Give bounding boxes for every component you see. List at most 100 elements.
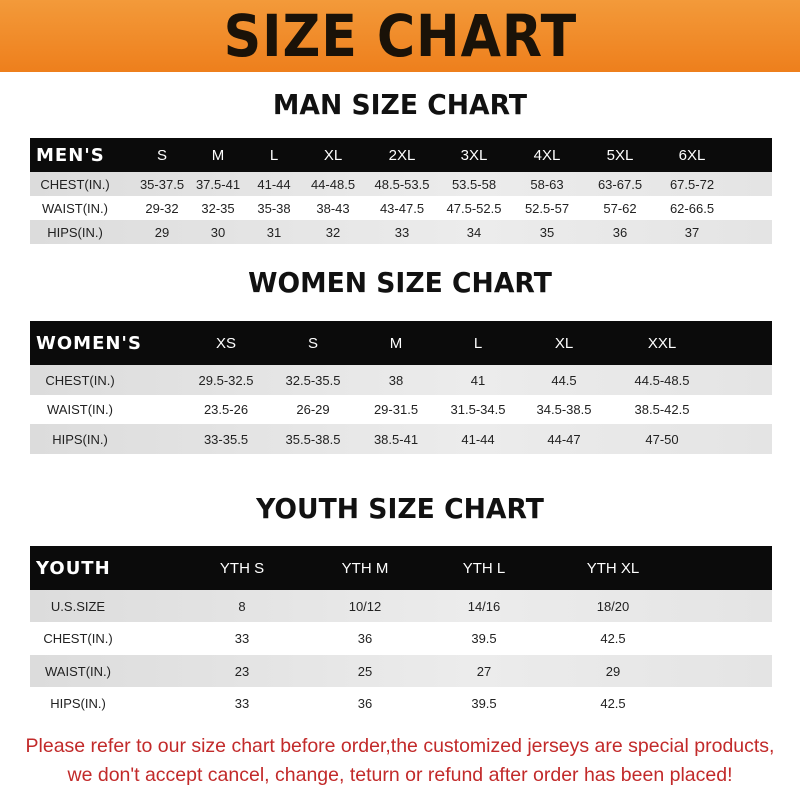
size-header: L	[269, 146, 279, 164]
table-cell: 41-44	[257, 176, 291, 192]
table-cell: 29	[605, 663, 621, 679]
table-cell: 35	[539, 224, 555, 240]
youth-size-table: YOUTH YTH S YTH M YTH L YTH XL U.S.SIZE 8 10/12…	[30, 546, 772, 719]
table-cell: 29	[154, 224, 170, 240]
table-cell: 29-32	[145, 200, 179, 216]
table-row: CHEST(IN.) 35-37.5 37.5-41 41-44 44-48.5 48.5…	[30, 172, 772, 196]
table-header-row: WOMEN'S XS S M L XL XXL	[30, 321, 772, 365]
table-cell: 52.5-57	[524, 200, 570, 216]
table-cell: 26-29	[296, 402, 330, 417]
table-cell: 38	[388, 372, 404, 388]
table-cell: 23	[234, 663, 250, 679]
size-header: YTH M	[341, 559, 389, 577]
size-header: 3XL	[460, 146, 488, 164]
table-cell: 34.5-38.5	[536, 402, 592, 417]
table-cell: 35-37.5	[139, 176, 185, 192]
table-header-label: MEN'S	[36, 144, 105, 166]
table-cell: 48.5-53.5	[374, 176, 430, 192]
table-cell: 34	[466, 224, 482, 240]
measure-label: WAIST(IN.)	[42, 200, 108, 216]
table-cell: 36	[612, 224, 628, 240]
table-cell: 39.5	[471, 631, 497, 646]
table-cell: 8	[238, 598, 246, 614]
measure-label: U.S.SIZE	[50, 598, 106, 614]
men-size-table: MEN'S S M L XL 2XL 3XL 4XL 5XL 6XL CHEST(IN.) 35-37…	[30, 138, 772, 244]
table-cell: 25	[357, 663, 373, 679]
size-header: YTH S	[219, 559, 265, 577]
table-cell: 42.5	[600, 695, 626, 711]
women-title: WOMEN SIZE CHART	[248, 266, 552, 299]
table-header-row: YOUTH YTH S YTH M YTH L YTH XL	[30, 546, 772, 590]
table-cell: 36	[357, 631, 373, 646]
table-cell: 14/16	[467, 598, 501, 614]
size-header: YTH L	[462, 559, 506, 577]
table-cell: 35-38	[257, 200, 291, 216]
table-cell: 29.5-32.5	[198, 372, 254, 388]
table-cell: 35.5-38.5	[285, 431, 341, 447]
size-header: 2XL	[388, 146, 416, 164]
table-cell: 47.5-52.5	[446, 200, 502, 216]
measure-label: WAIST(IN.)	[45, 663, 111, 679]
table-cell: 31	[266, 224, 282, 240]
table-cell: 44.5-48.5	[634, 372, 690, 388]
size-header: M	[211, 146, 225, 164]
table-cell: 37.5-41	[195, 176, 241, 192]
table-cell: 36	[357, 695, 373, 711]
table-row: CHEST(IN.) 33 36 39.5 42.5	[30, 622, 772, 655]
table-row: WAIST(IN.) 29-32 32-35 35-38 38-43 43-47.5 47.…	[30, 196, 772, 220]
table-cell: 47-50	[645, 431, 679, 447]
table-cell: 53.5-58	[451, 176, 497, 192]
table-cell: 57-62	[603, 200, 637, 216]
measure-label: CHEST(IN.)	[45, 372, 115, 388]
table-cell: 18/20	[596, 598, 630, 614]
table-cell: 38.5-42.5	[634, 402, 690, 417]
table-cell: 62-66.5	[669, 200, 715, 216]
size-header: L	[473, 334, 483, 352]
measure-label: CHEST(IN.)	[43, 631, 113, 646]
size-header: S	[156, 146, 168, 164]
table-row: U.S.SIZE 8 10/12 14/16 18/20	[30, 590, 772, 622]
size-header: YTH XL	[586, 559, 640, 577]
table-cell: 63-67.5	[597, 176, 643, 192]
table-cell: 32	[325, 224, 341, 240]
table-row: HIPS(IN.) 33 36 39.5 42.5	[30, 687, 772, 719]
table-cell: 42.5	[600, 631, 626, 646]
table-cell: 27	[476, 663, 492, 679]
measure-label: WAIST(IN.)	[47, 402, 113, 417]
table-header-row: MEN'S S M L XL 2XL 3XL 4XL 5XL 6XL	[30, 138, 772, 172]
disclaimer-line-1: Please refer to our size chart before or…	[25, 735, 775, 757]
table-row: WAIST(IN.) 23 25 27 29	[30, 655, 772, 687]
table-row: WAIST(IN.) 23.5-26 26-29 29-31.5 31.5-34.5 34…	[30, 395, 772, 424]
table-cell: 43-47.5	[379, 200, 425, 216]
table-cell: 33	[234, 695, 250, 711]
table-cell: 39.5	[471, 695, 497, 711]
size-header: M	[389, 334, 403, 352]
table-cell: 33-35.5	[203, 431, 249, 447]
table-cell: 32-35	[201, 200, 235, 216]
measure-label: CHEST(IN.)	[40, 176, 110, 192]
size-header: 5XL	[606, 146, 634, 164]
table-cell: 44-48.5	[310, 176, 356, 192]
table-cell: 58-63	[530, 176, 564, 192]
measure-label: HIPS(IN.)	[52, 431, 108, 447]
table-cell: 31.5-34.5	[450, 402, 506, 417]
table-cell: 33	[394, 224, 410, 240]
women-size-table: WOMEN'S XS S M L XL XXL CHEST(IN.) 29.5-32.5 32.5…	[30, 321, 772, 454]
table-row: HIPS(IN.) 33-35.5 35.5-38.5 38.5-41 41-44 44-…	[30, 424, 772, 454]
table-cell: 10/12	[348, 598, 382, 614]
table-cell: 41	[470, 372, 486, 388]
table-cell: 67.5-72	[669, 176, 715, 192]
measure-label: HIPS(IN.)	[50, 695, 106, 711]
table-cell: 30	[210, 224, 226, 240]
table-cell: 23.5-26	[203, 402, 249, 417]
table-cell: 33	[234, 631, 250, 646]
table-row: HIPS(IN.) 29 30 31 32 33 34 35 36 37	[30, 220, 772, 244]
table-cell: 29-31.5	[373, 402, 419, 417]
table-header-label: WOMEN'S	[36, 332, 142, 354]
size-header: XL	[554, 334, 574, 352]
table-cell: 44.5	[551, 372, 577, 388]
size-header: XXL	[647, 334, 677, 352]
size-chart-banner: SIZE CHART	[0, 0, 800, 72]
table-cell: 32.5-35.5	[285, 372, 341, 388]
table-row: CHEST(IN.) 29.5-32.5 32.5-35.5 38 41 44.5 44.5…	[30, 365, 772, 395]
